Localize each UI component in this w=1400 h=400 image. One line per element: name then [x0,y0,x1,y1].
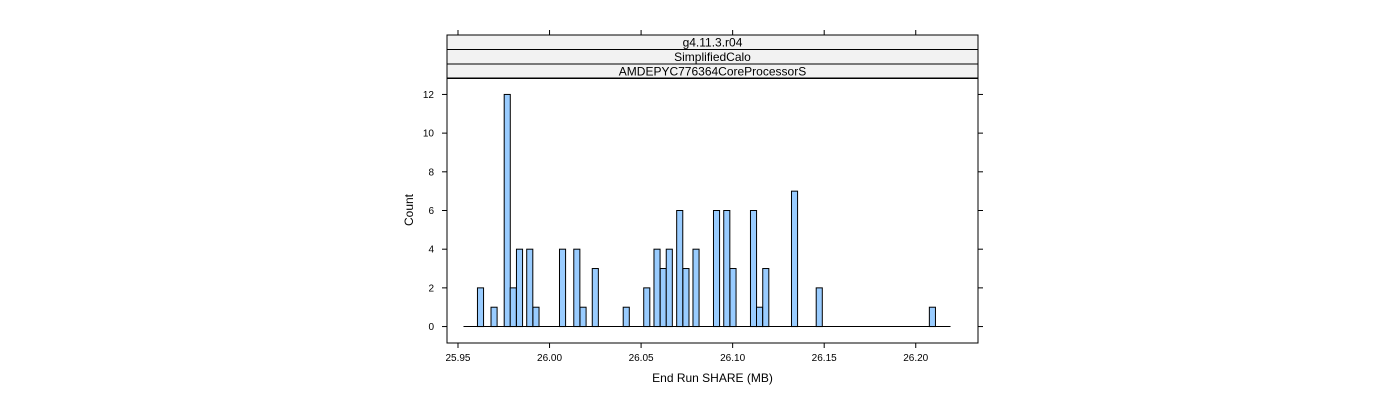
histogram-bar [476,287,485,328]
histogram-bar [653,248,661,328]
histogram-bar [532,306,540,328]
strip-label-2: SimplifiedCalo [674,50,751,64]
histogram-bar [928,306,936,328]
x-tick-label: 26.15 [812,353,837,364]
y-axis-title: Count [402,193,416,226]
histogram-bar [749,210,758,328]
y-tick-label: 12 [423,90,435,101]
histogram-bar [515,248,524,328]
histogram-bar [579,306,587,328]
histogram-bar [665,248,673,328]
histogram-bar [509,287,517,328]
x-tick-label: 26.05 [629,353,654,364]
histogram-bar [622,306,630,328]
x-axis-title: End Run SHARE (MB) [652,371,773,385]
panel-strips: g4.11.3.r04SimplifiedCaloAMDEPYC776364Co… [446,34,979,79]
strip-label-3: AMDEPYC776364CoreProcessorS [619,64,806,78]
x-tick-label: 26.20 [903,353,928,364]
y-tick-label: 0 [428,322,434,333]
histogram-bar [591,268,599,328]
y-axis: 0 2 4 6 8 10 12 [423,90,983,333]
x-tick-label: 25.95 [445,353,470,364]
x-tick-label: 26.00 [537,353,562,364]
histogram-bar [526,248,534,328]
histogram-bars [476,93,936,328]
histogram-bar [503,93,511,328]
x-tick-label: 26.10 [720,353,745,364]
y-tick-label: 4 [428,245,434,256]
histogram-bar [659,268,667,328]
histogram-bar [729,268,737,328]
y-tick-label: 8 [428,167,434,178]
histogram-bar [573,248,581,328]
histogram-bar [676,210,684,328]
histogram-bar [682,268,690,328]
histogram-bar [558,248,567,328]
y-tick-label: 10 [423,129,435,140]
histogram-bar [692,248,700,328]
histogram-bar [815,287,823,328]
histogram-bar [762,268,770,328]
x-axis: 25.95 26.00 26.05 26.10 26.15 26.20 [445,30,929,364]
histogram-bar [712,210,721,328]
histogram-bar [756,306,764,328]
y-tick-label: 2 [428,283,434,294]
histogram-bar [723,210,731,328]
histogram-bar [490,306,498,328]
histogram-bar [643,287,651,328]
y-tick-label: 6 [428,206,434,217]
histogram-bar [790,190,799,328]
strip-label-1: g4.11.3.r04 [683,35,743,49]
